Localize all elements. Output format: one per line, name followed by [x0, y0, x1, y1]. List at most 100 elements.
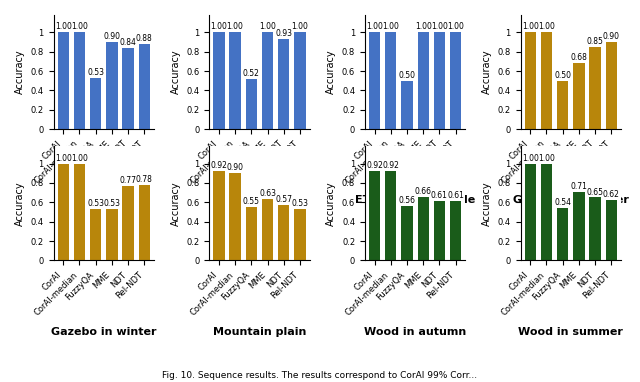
Text: 1.00: 1.00 [291, 23, 308, 31]
Text: 0.92: 0.92 [382, 162, 399, 170]
Y-axis label: Accuracy: Accuracy [15, 181, 25, 226]
Text: 1.00: 1.00 [71, 154, 88, 163]
Bar [122, 48, 134, 129]
Bar [106, 42, 118, 129]
Text: 0.90: 0.90 [227, 163, 244, 172]
Bar [401, 206, 413, 261]
Bar [605, 201, 617, 261]
Text: 0.50: 0.50 [554, 71, 571, 80]
Bar [385, 32, 396, 129]
Text: 1.00: 1.00 [431, 23, 448, 31]
Text: 1.00: 1.00 [259, 23, 276, 31]
Bar [573, 63, 584, 129]
Text: Mountain plain: Mountain plain [212, 327, 306, 337]
Bar [139, 185, 150, 261]
Bar [90, 78, 101, 129]
Text: 0.92: 0.92 [211, 162, 227, 170]
Bar [213, 172, 225, 261]
Text: 0.84: 0.84 [120, 38, 136, 47]
Text: 0.78: 0.78 [136, 175, 153, 184]
Text: 1.00: 1.00 [55, 154, 72, 163]
Bar [589, 47, 601, 129]
Bar [434, 32, 445, 129]
Text: 1.00: 1.00 [211, 23, 227, 31]
Text: 0.77: 0.77 [120, 176, 136, 185]
Text: Gazebo in winter: Gazebo in winter [51, 327, 157, 337]
Text: 0.85: 0.85 [587, 37, 604, 46]
Bar [573, 192, 584, 261]
Bar [401, 81, 413, 129]
Bar [139, 44, 150, 129]
Bar [369, 32, 380, 129]
Y-axis label: Accuracy: Accuracy [15, 50, 25, 94]
Bar [294, 32, 305, 129]
Text: Wood in summer: Wood in summer [518, 327, 623, 337]
Bar [541, 163, 552, 261]
Text: 0.54: 0.54 [554, 198, 571, 207]
Text: 0.50: 0.50 [399, 71, 415, 80]
Text: Gazebo in summer: Gazebo in summer [513, 195, 628, 205]
Text: 0.88: 0.88 [136, 34, 152, 43]
Bar [369, 172, 380, 261]
Text: Apartment: Apartment [70, 195, 137, 205]
Bar [74, 163, 85, 261]
Bar [74, 32, 85, 129]
Text: 0.53: 0.53 [291, 199, 308, 208]
Text: 1.00: 1.00 [382, 23, 399, 31]
Text: 0.90: 0.90 [603, 32, 620, 41]
Text: 0.57: 0.57 [275, 195, 292, 204]
Text: 0.62: 0.62 [603, 190, 620, 199]
Text: stairs: stairs [242, 195, 277, 205]
Bar [90, 209, 101, 261]
Bar [525, 32, 536, 129]
Bar [58, 32, 69, 129]
Text: 1.00: 1.00 [227, 23, 244, 31]
Y-axis label: Accuracy: Accuracy [326, 50, 337, 94]
Bar [58, 163, 69, 261]
Y-axis label: Accuracy: Accuracy [482, 181, 492, 226]
Bar [605, 42, 617, 129]
Text: ETH Hauptgebaude: ETH Hauptgebaude [355, 195, 476, 205]
Text: 0.55: 0.55 [243, 197, 260, 206]
Bar [589, 197, 601, 261]
Bar [278, 205, 289, 261]
Bar [278, 39, 289, 129]
Text: 0.93: 0.93 [275, 29, 292, 38]
Bar [525, 163, 536, 261]
Text: 0.52: 0.52 [243, 69, 260, 78]
Bar [122, 186, 134, 261]
Text: 0.53: 0.53 [87, 68, 104, 77]
Text: 0.56: 0.56 [399, 196, 415, 205]
Bar [417, 32, 429, 129]
Text: Wood in autumn: Wood in autumn [364, 327, 466, 337]
Text: 0.61: 0.61 [447, 191, 464, 201]
Text: 0.68: 0.68 [570, 53, 588, 62]
Y-axis label: Accuracy: Accuracy [171, 181, 180, 226]
Bar [434, 201, 445, 261]
Y-axis label: Accuracy: Accuracy [482, 50, 492, 94]
Bar [294, 209, 305, 261]
Text: 0.63: 0.63 [259, 189, 276, 199]
Text: 1.00: 1.00 [522, 23, 539, 31]
Bar [557, 208, 568, 261]
Bar [541, 32, 552, 129]
Text: 1.00: 1.00 [538, 154, 555, 163]
Bar [385, 172, 396, 261]
Text: 1.00: 1.00 [447, 23, 464, 31]
Text: 1.00: 1.00 [538, 23, 555, 31]
Text: 0.71: 0.71 [570, 182, 588, 191]
Text: 1.00: 1.00 [366, 23, 383, 31]
Text: 0.66: 0.66 [415, 186, 432, 196]
Text: 1.00: 1.00 [522, 154, 539, 163]
Text: 1.00: 1.00 [415, 23, 431, 31]
Text: 1.00: 1.00 [71, 23, 88, 31]
Y-axis label: Accuracy: Accuracy [326, 181, 337, 226]
Text: 0.61: 0.61 [431, 191, 448, 201]
Text: 0.53: 0.53 [87, 199, 104, 208]
Text: 0.65: 0.65 [586, 188, 604, 196]
Text: 1.00: 1.00 [55, 23, 72, 31]
Bar [450, 201, 461, 261]
Bar [230, 32, 241, 129]
Text: Fig. 10. Sequence results. The results correspond to CorAl 99% Corr...: Fig. 10. Sequence results. The results c… [163, 371, 477, 380]
Bar [213, 32, 225, 129]
